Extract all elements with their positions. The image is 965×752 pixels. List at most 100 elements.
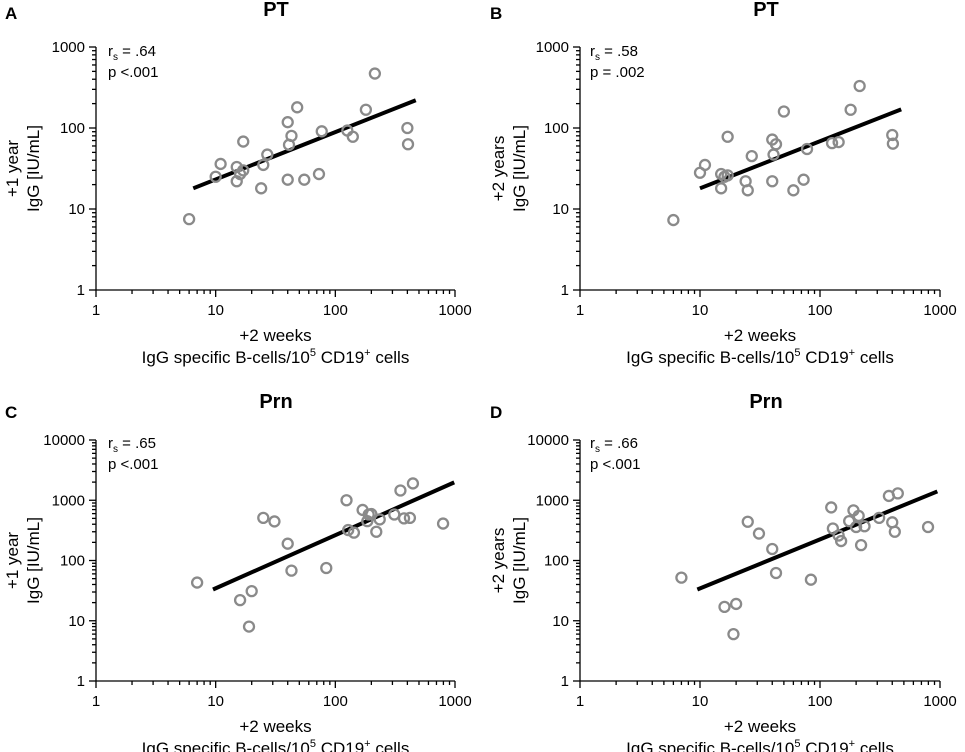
panel-c-stat-r: rs = .65: [108, 435, 156, 455]
panel-d-y-label-line1: +2 years: [489, 528, 508, 594]
panel-a-chart: A PT 1 10 100 1000 1 10 100 1000 +1 year IgG [IU/mL…: [3, 0, 472, 367]
panel-a-data-point: [359, 103, 373, 116]
panel-b-x-tick-label: 10: [692, 302, 709, 319]
panel-b-x-label-exponent: 5: [794, 347, 800, 359]
panel-a-x-tick-label: 1: [92, 302, 100, 319]
panel-b-y-tick-label: 100: [544, 120, 569, 137]
panel-a-x-label-exponent: 5: [310, 347, 316, 359]
panel-d-data-point: [804, 573, 818, 586]
panel-d-x-label-text: IgG specific B-cells/10: [626, 739, 794, 752]
panel-a-x-label-superscript: +: [364, 347, 370, 359]
panel-a-x-label-line1: +2 weeks: [239, 326, 311, 345]
panel-c-data-point: [342, 523, 355, 537]
panel-c-y-label-line1: +1 year: [3, 532, 22, 590]
panel-c-y-label: +1 year IgG [IU/mL]: [3, 517, 43, 604]
panel-c-data-point: [397, 512, 411, 525]
panel-b-data-point: [741, 184, 754, 197]
panel-a-stat-p: p <.001: [108, 64, 158, 81]
panel-a-data-point: [209, 170, 222, 183]
panel-c-y-tick-label: 1000: [52, 492, 85, 509]
panel-a-x-label-text: CD19: [316, 348, 364, 367]
panel-b-data-point: [832, 135, 845, 149]
panel-d-data-point: [752, 527, 766, 540]
panel-d-x-tick-label: 1000: [923, 693, 956, 710]
panel-a-data-point: [298, 173, 311, 186]
panel-b-data-point: [721, 169, 734, 182]
panel-b-data-point: [745, 149, 758, 163]
panel-c-regression-line: [212, 480, 456, 592]
panel-d-x-label-text: CD19: [800, 739, 848, 752]
panel-d-x-label-exponent: 5: [794, 738, 800, 750]
panel-a-stat-r: rs = .64: [108, 43, 156, 63]
panel-a-y-tick-label: 1: [77, 282, 85, 299]
panel-a-data-point: [281, 173, 294, 186]
panel-c-x-tick-label: 10: [207, 693, 224, 710]
panel-c-data-point: [373, 513, 386, 526]
panel-a-y-tick-label: 1000: [52, 39, 85, 56]
panel-d-data-point: [675, 571, 688, 584]
panel-d-regression-line: [696, 489, 939, 592]
panel-c-x-tick-label: 1000: [438, 693, 471, 710]
panel-b-y-tick-label: 1000: [536, 39, 569, 56]
panel-c-y-tick-label: 10000: [43, 432, 85, 449]
panel-c-y-label-line2: IgG [IU/mL]: [24, 517, 43, 604]
panel-d-letter: D: [490, 403, 502, 422]
panel-a-data-point: [346, 130, 359, 143]
panel-d-data-point: [852, 509, 865, 523]
panel-a-y-label-line2: IgG [IU/mL]: [24, 125, 43, 212]
panel-d-y-tick-label: 1: [561, 673, 569, 690]
panel-b-y-tick-label: 10: [552, 201, 569, 218]
panel-c-x-tick-label: 100: [323, 693, 348, 710]
panel-a-data-point: [230, 160, 243, 174]
panel-a-stat-r-subscript: s: [113, 52, 118, 63]
panel-d-y-tick-label: 10000: [527, 432, 569, 449]
panel-d-data-point: [727, 627, 740, 641]
panel-b-x-tick-label: 1: [576, 302, 584, 319]
panel-d-data-point: [834, 534, 848, 548]
panel-d-data-point: [825, 501, 838, 514]
panel-b-x-label-line1: +2 weeks: [724, 326, 796, 345]
panel-c-data-point: [233, 593, 247, 607]
panel-b-data-point: [777, 105, 791, 118]
panel-d-y-label: +2 years IgG [IU/mL]: [489, 517, 529, 604]
panel-b-data-point: [766, 175, 779, 188]
panel-c-data-point: [285, 564, 298, 577]
panel-a-data-point: [285, 129, 298, 142]
panel-b-y-label-line2: IgG [IU/mL]: [510, 125, 529, 212]
panel-b-title: PT: [753, 0, 779, 21]
panel-c-x-tick-label: 1: [92, 693, 100, 710]
panel-b-data-point: [797, 173, 810, 186]
panel-a-data-point: [401, 138, 415, 151]
panel-d-data-point: [718, 600, 731, 614]
panel-c-y-tick-label: 100: [60, 553, 85, 570]
panel-b-data-point: [825, 137, 839, 150]
panel-b-data-point: [769, 138, 783, 151]
panel-a-data-point: [257, 158, 270, 172]
panel-b-stat-p: p = .002: [590, 64, 645, 81]
panel-b-x-tick-label: 100: [807, 302, 832, 319]
panel-a-title: PT: [263, 0, 289, 21]
panel-c-data-point: [281, 537, 294, 550]
panel-a-x-tick-label: 100: [323, 302, 348, 319]
panel-d-data-point: [858, 520, 871, 533]
panel-b-x-label-text: CD19: [800, 348, 848, 367]
panel-a-data-point: [237, 135, 250, 148]
panel-a-data-point: [312, 167, 326, 181]
panel-d-data-point: [921, 520, 935, 534]
panel-b-x-label-text: cells: [855, 348, 894, 367]
panel-b-x-label-superscript: +: [849, 347, 855, 359]
panel-d-x-tick-label: 10: [692, 693, 709, 710]
panel-b-y-label-line1: +2 years: [489, 136, 508, 202]
panel-c-x-label-line1: +2 weeks: [239, 717, 311, 736]
panel-b-y-label: +2 years IgG [IU/mL]: [489, 125, 529, 212]
panel-c-data-point: [268, 515, 281, 528]
panel-c-x-label-text: cells: [371, 739, 410, 752]
panel-d-data-point: [843, 514, 856, 528]
panel-d-data-point: [741, 515, 754, 528]
panel-d-stat-r: rs = .66: [590, 435, 638, 455]
panel-c-data-point: [242, 620, 256, 633]
panel-d-x-label-line1: +2 weeks: [724, 717, 796, 736]
panel-b-data-point: [853, 79, 866, 93]
